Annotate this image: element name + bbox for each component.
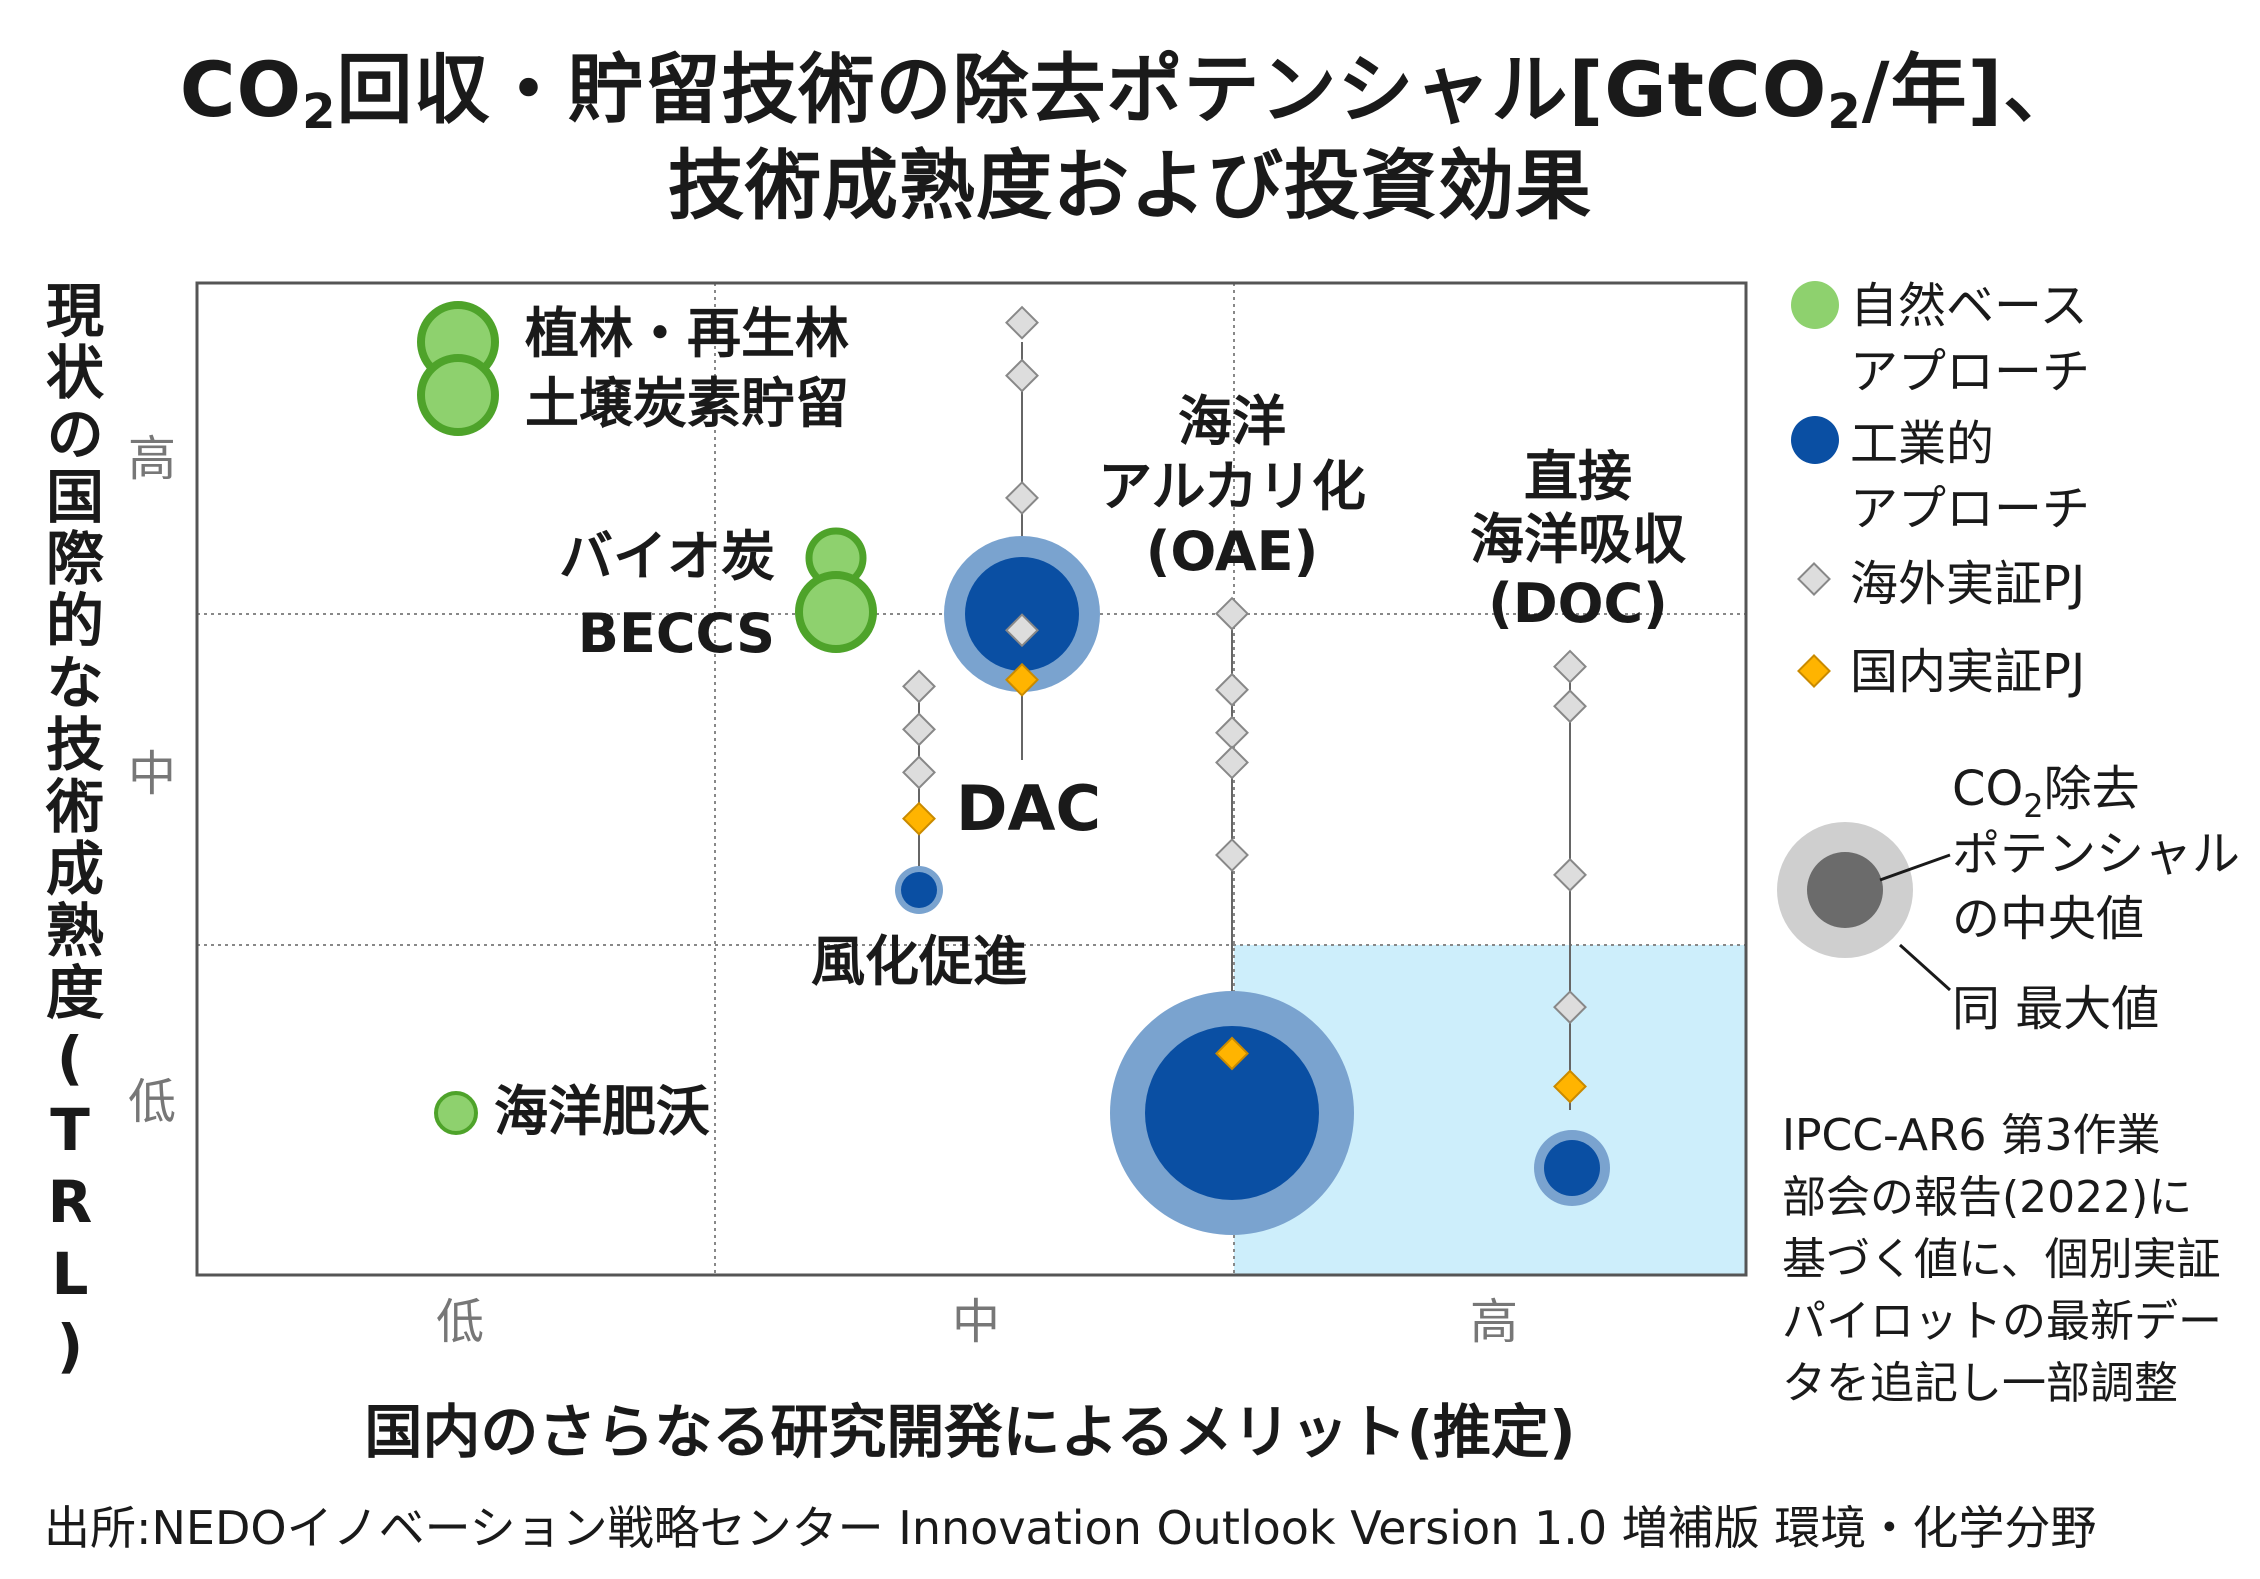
doc-overseas-project-marker-3 [1553, 990, 1587, 1025]
doc-median-bubble [1544, 1140, 1600, 1196]
note-line5: タを追記し一部調整 [1782, 1358, 2178, 1409]
label-dac: DAC [956, 772, 1101, 845]
chart-title-line1: CO2回収・貯留技術の除去ポテンシャル[GtCO2/年]、 [179, 45, 2081, 140]
label-biochar: バイオ炭 [559, 525, 775, 588]
plot-frame [195, 281, 1748, 1277]
oae-overseas-project-marker-2 [1215, 715, 1249, 750]
legend-industry-line1: 工業的 [1850, 416, 1994, 472]
oae-overseas-project-marker-1 [1215, 672, 1249, 707]
weathering-median-bubble [901, 872, 937, 908]
label-doc-line1: 直接 [1524, 445, 1632, 508]
note-line3: 基づく値に、個別実証 [1782, 1234, 2221, 1285]
legend-nature-line2: アプローチ [1850, 344, 2090, 400]
oae-overseas-project-marker-0 [1215, 596, 1249, 631]
oae-domestic-project-marker-0 [1215, 1036, 1249, 1071]
legend-median-bubble [1807, 852, 1883, 928]
y-tick-mid: 中 [128, 746, 176, 802]
weathering-domestic-project-marker-0 [902, 801, 936, 836]
x-tick-mid: 中 [952, 1294, 1000, 1350]
legend-nature-line1: 自然ベース [1850, 278, 2088, 334]
legend-median-leader [1879, 853, 1951, 882]
legend-max-label: 同 最大値 [1952, 981, 2159, 1037]
label-doc-line2: 海洋吸収 [1470, 508, 1686, 571]
y-axis-label: 現状の国際的な技術成熟度(TRL) [36, 280, 104, 1384]
dac-overseas-project-marker-0 [1005, 305, 1039, 340]
dac-overseas-project-marker-1 [1005, 358, 1039, 393]
label-oae-line1: 海洋 [1178, 390, 1286, 453]
project-markers [902, 305, 1587, 1104]
dac-overseas-project-marker-2 [1005, 480, 1039, 515]
legend-industry-line2: アプローチ [1850, 481, 2090, 537]
legend-overseas-swatch [1797, 562, 1831, 596]
label-afforestation: 植林・再生林 [525, 302, 849, 365]
chart-title-line2: 技術成熟度および投資効果 [668, 141, 1592, 230]
doc-overseas-project-marker-1 [1553, 689, 1587, 724]
weathering-overseas-project-marker-0 [902, 669, 936, 704]
weathering-overseas-project-marker-1 [902, 712, 936, 747]
beccs-bubble [795, 571, 877, 653]
legend-domestic-label: 国内実証PJ [1850, 644, 2085, 700]
legend-nature-swatch [1791, 281, 1839, 329]
legend-median-line3: の中央値 [1952, 891, 2144, 947]
label-ocean-fertilization: 海洋肥沃 [494, 1080, 710, 1143]
oae-overseas-project-marker-3 [1215, 745, 1249, 780]
weathering-overseas-project-marker-2 [902, 755, 936, 790]
dac-overseas-project-marker-3 [1005, 613, 1039, 648]
legend-industry-swatch [1791, 416, 1839, 464]
legend-median-line1: CO2除去 [1952, 761, 2140, 825]
label-beccs: BECCS [578, 602, 775, 665]
doc-overseas-project-marker-0 [1553, 649, 1587, 684]
legend-max-leader [1898, 943, 1952, 992]
legend-overseas-label: 海外実証PJ [1850, 556, 2085, 612]
doc-overseas-project-marker-2 [1553, 857, 1587, 892]
x-axis-label: 国内のさらなる研究開発によるメリット(推定) [364, 1398, 1576, 1466]
source-note: 出所:NEDOイノベーション戦略センター Innovation Outlook … [44, 1501, 2097, 1555]
dac-domestic-project-marker-0 [1005, 662, 1039, 697]
y-tick-low: 低 [128, 1074, 176, 1130]
ocean-fertilization-bubble [434, 1091, 478, 1135]
y-tick-high: 高 [128, 431, 176, 487]
label-weathering: 風化促進 [811, 930, 1027, 993]
note-line4: パイロットの最新デー [1782, 1296, 2222, 1347]
oae-overseas-project-marker-4 [1215, 838, 1249, 873]
legend-median-line2: ポテンシャル [1952, 826, 2240, 882]
soil-carbon-bubble [417, 354, 499, 436]
note-line1: IPCC-AR6 第3作業 [1782, 1110, 2161, 1161]
x-tick-low: 低 [436, 1294, 484, 1350]
legend-domestic-swatch [1797, 654, 1831, 688]
label-oae-line2: アルカリ化 [1098, 455, 1366, 518]
x-tick-high: 高 [1470, 1294, 1518, 1350]
label-doc-line3: (DOC) [1488, 572, 1668, 635]
doc-domestic-project-marker-0 [1553, 1069, 1587, 1104]
oae-median-bubble [1145, 1026, 1319, 1200]
label-soil-carbon: 土壌炭素貯留 [525, 372, 849, 435]
label-oae-line3: (OAE) [1146, 520, 1319, 583]
note-line2: 部会の報告(2022)に [1782, 1172, 2192, 1223]
